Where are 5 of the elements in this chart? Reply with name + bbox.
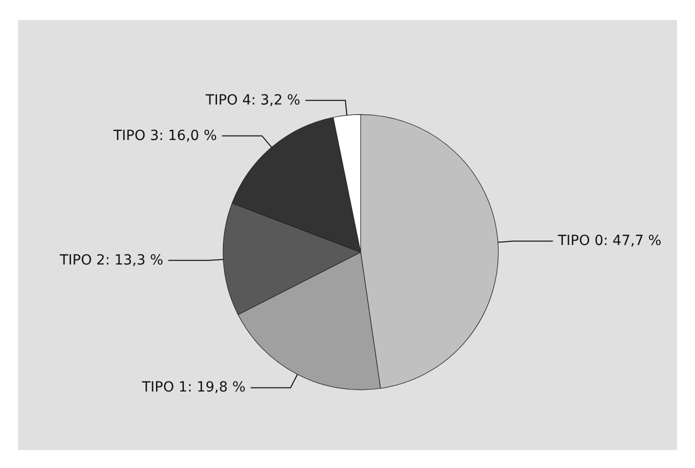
slice-label: TIPO 3: 16,0 % <box>112 128 217 144</box>
slice-label: TIPO 2: 13,3 % <box>58 252 164 268</box>
slice-label: TIPO 1: 19,8 % <box>140 380 246 396</box>
slice-label: TIPO 0: 47,7 % <box>556 233 662 250</box>
slice-label: TIPO 4: 3,2 % <box>204 92 300 108</box>
